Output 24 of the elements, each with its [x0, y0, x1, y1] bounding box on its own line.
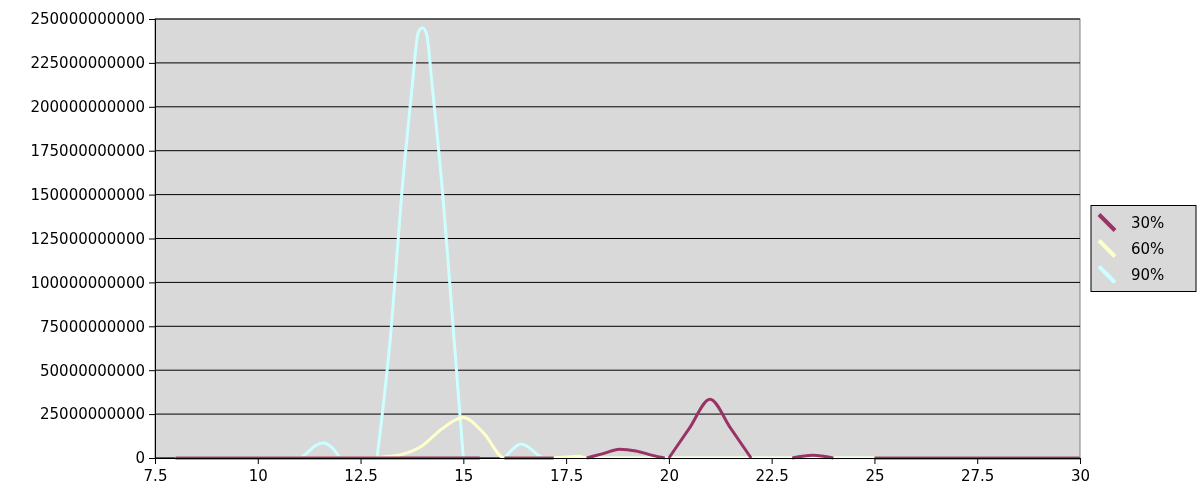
y-tick-label: 100000000000 [30, 273, 145, 292]
legend-label: 90% [1131, 265, 1165, 284]
x-tick-label: 27.5 [961, 466, 995, 485]
y-tick-label: 50000000000 [40, 361, 145, 380]
x-tick-label: 30 [1070, 466, 1091, 485]
x-tick-label: 10 [248, 466, 268, 485]
y-tick-label: 225000000000 [30, 54, 145, 73]
y-tick-label: 75000000000 [40, 317, 145, 336]
y-tick-label: 175000000000 [30, 142, 145, 160]
y-tick-label: 200000000000 [30, 98, 145, 117]
y-tick-label: 150000000000 [30, 185, 145, 204]
legend-label: 60% [1131, 239, 1165, 258]
x-tick-label: 15 [454, 466, 474, 485]
y-tick-label: 125000000000 [30, 229, 145, 248]
y-tick-label: 25000000000 [40, 405, 145, 424]
x-tick-label: 22.5 [755, 466, 789, 485]
x-tick-label: 20 [659, 466, 679, 485]
x-tick-label: 25 [865, 466, 885, 485]
y-tick-label: 250000000000 [30, 10, 145, 29]
x-tick-label: 12.5 [344, 466, 378, 485]
x-tick-label: 7.5 [143, 466, 168, 485]
y-tick-label: 0 [135, 449, 145, 468]
x-tick-label: 17.5 [549, 466, 584, 485]
legend-label: 30% [1131, 213, 1165, 232]
